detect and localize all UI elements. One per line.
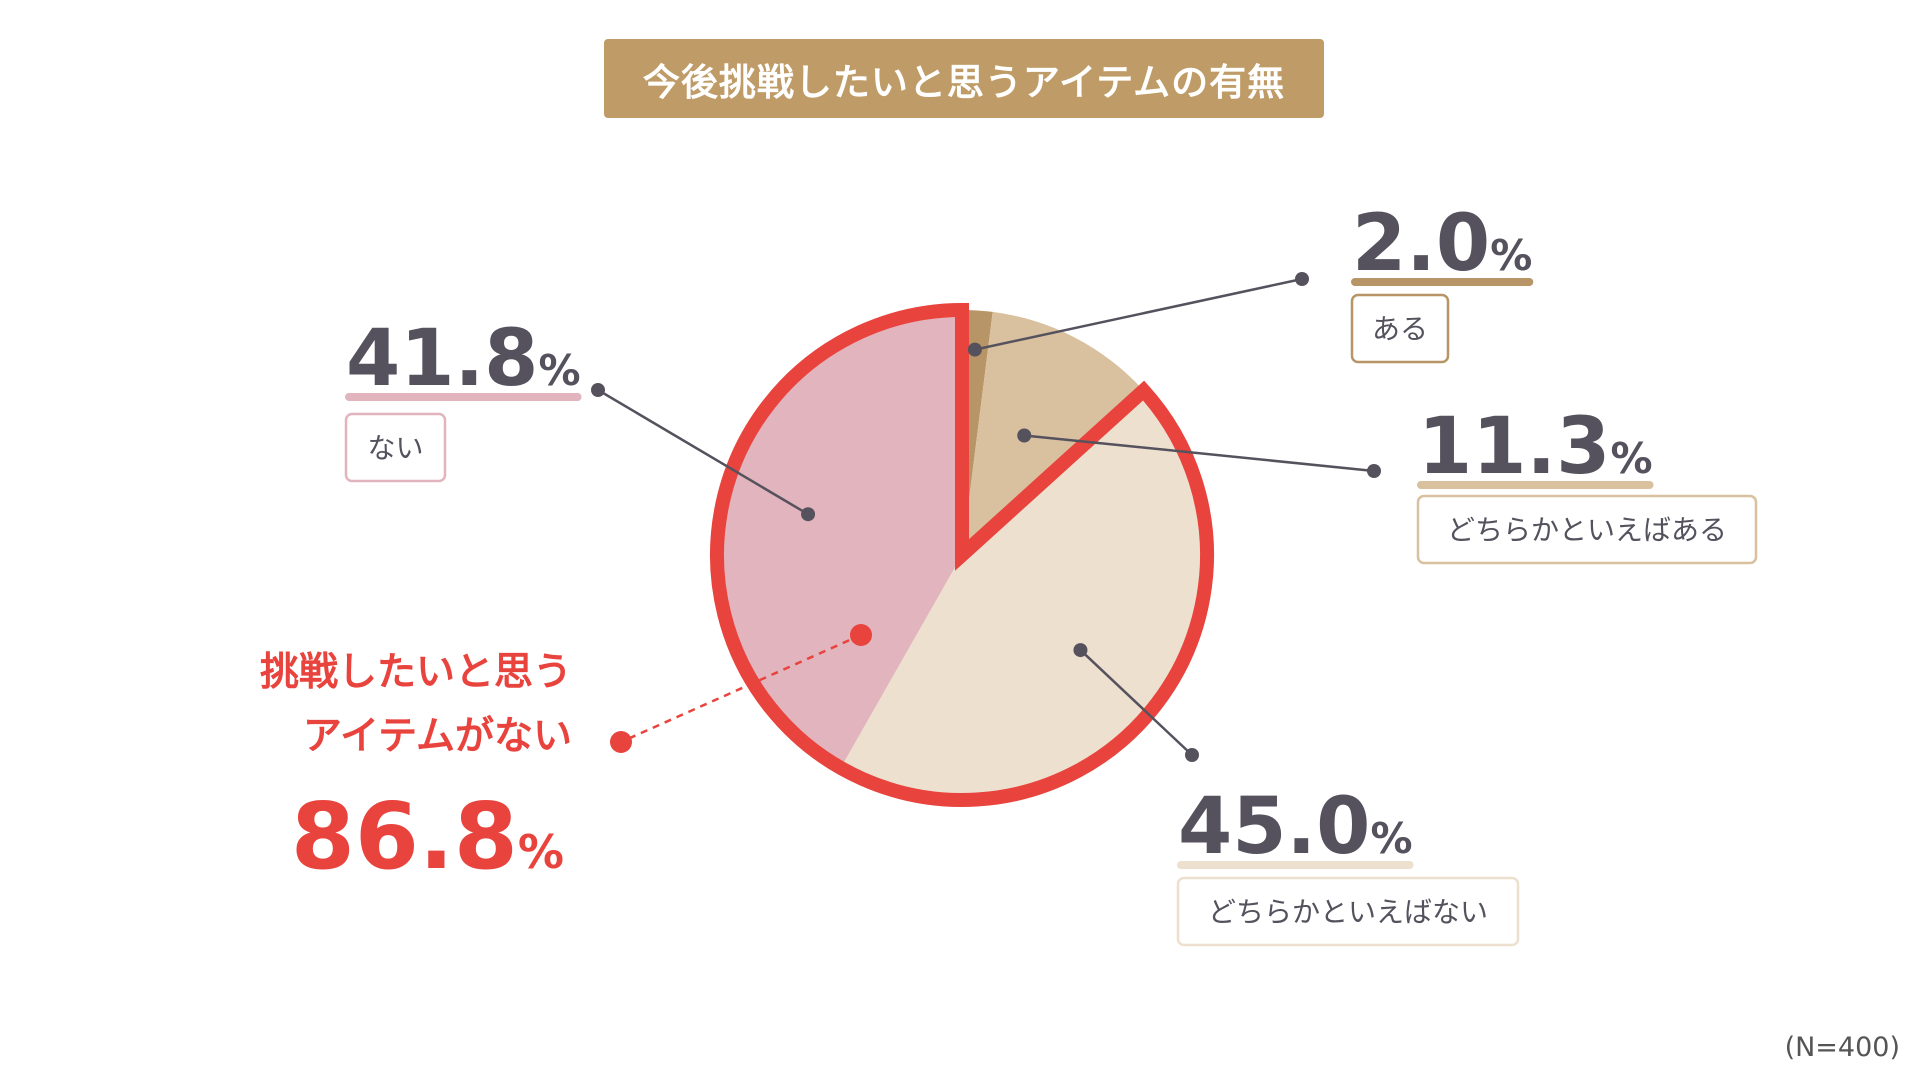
leader-dot-inner-1 (1017, 428, 1032, 443)
pie-slice-1 (962, 311, 1144, 555)
slice-value-underline-1 (1417, 481, 1654, 489)
slice-value-number-1: 11.3 (1418, 402, 1610, 492)
slice-value-underline-3 (345, 393, 582, 401)
leader-dot-outer-2 (1185, 748, 1199, 762)
chart-title-box: 今後挑戦したいと思うアイテムの有無 (604, 39, 1324, 118)
slice-value-number-3: 41.8 (346, 314, 538, 404)
leader-line-1 (1024, 434, 1375, 473)
pie-slice-3 (717, 310, 962, 768)
highlight-leader-line (620, 633, 862, 744)
leader-line-2 (1079, 649, 1193, 756)
pie-slice-2 (840, 390, 1207, 800)
slice-label-box-0 (1350, 293, 1450, 364)
slice-label-3: ない (367, 432, 423, 465)
slice-label-1: どちらかといえばある (1447, 514, 1727, 547)
highlight-outline (710, 302, 1214, 807)
slice-label-box-1 (1416, 494, 1758, 565)
slice-value-number-0: 2.0 (1352, 199, 1490, 289)
slice-value-number-2: 45.0 (1178, 782, 1370, 872)
leader-dot-outer-3 (591, 383, 605, 397)
highlight-value-unit: % (518, 825, 564, 879)
highlight-dot-outer (610, 731, 632, 753)
highlight-dot-inner (850, 624, 872, 646)
slice-value-2: 45.0% (1178, 782, 1413, 872)
slice-label-box-2 (1176, 876, 1520, 947)
chart-title: 今後挑戦したいと思うアイテムの有無 (642, 60, 1286, 104)
pie-slice-0 (962, 310, 993, 555)
sample-size-note: (N=400) (1784, 1032, 1900, 1063)
slice-value-1: 11.3% (1418, 402, 1653, 492)
highlight-callout: 挑戦したいと思う アイテムがない 86.8% (260, 624, 872, 890)
slice-label-2: どちらかといえばない (1208, 896, 1488, 929)
slice-label-box-3 (344, 412, 447, 483)
leader-dot-inner-2 (1073, 643, 1088, 658)
slice-value-underline-2 (1177, 861, 1414, 869)
slice-value-unit-2: % (1370, 814, 1412, 863)
slice-label-0: ある (1372, 313, 1428, 346)
leader-line-0 (974, 277, 1303, 351)
slice-value-underline-0 (1351, 278, 1534, 286)
callouts: 2.0% ある 11.3% どちらかといえばある 45.0% どちらかといえばない 41.8… (344, 199, 1758, 947)
slice-value-unit-1: % (1610, 434, 1652, 483)
leader-line-3 (597, 388, 809, 516)
slice-value-0: 2.0% (1352, 199, 1532, 289)
slice-value-3: 41.8% (346, 314, 581, 404)
pie-slices (717, 310, 1207, 800)
slice-value-unit-3: % (538, 346, 580, 395)
slice-value-unit-0: % (1490, 231, 1532, 280)
leader-dot-inner-3 (801, 507, 816, 522)
highlight-value-number: 86.8 (291, 783, 518, 890)
highlight-label-line2: アイテムがない (303, 714, 572, 759)
leader-dot-outer-0 (1295, 272, 1309, 286)
highlight-value: 86.8% (291, 783, 564, 890)
leader-dot-outer-1 (1367, 464, 1381, 478)
highlight-label-line1: 挑戦したいと思う (260, 650, 572, 695)
leader-dot-inner-0 (967, 342, 982, 357)
